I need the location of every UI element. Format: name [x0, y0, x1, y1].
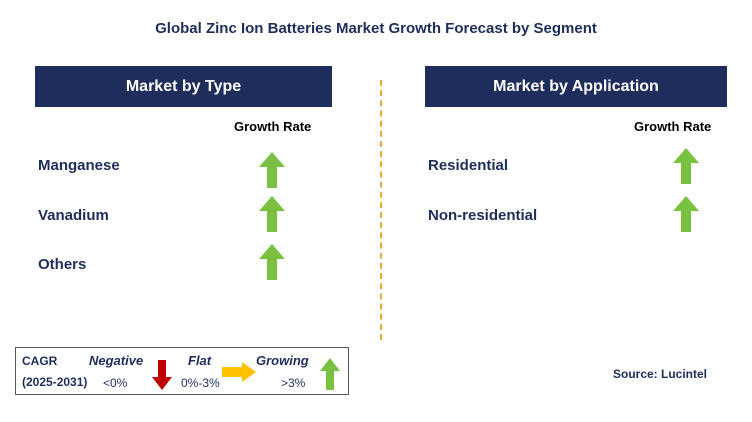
application-growth-rate-label: Growth Rate — [634, 119, 712, 134]
legend-growing-label: Growing — [256, 353, 309, 368]
type-row-label-others: Others — [38, 256, 87, 273]
others-up-arrow-icon — [259, 244, 285, 280]
chart-title: Global Zinc Ion Batteries Market Growth … — [155, 20, 597, 37]
application-row-label-non-residential: Non-residential — [428, 207, 538, 224]
type-growth-rate-label: Growth Rate — [234, 119, 312, 134]
application-row-label-residential: Residential — [428, 157, 509, 174]
growing-up-arrow-icon — [320, 358, 340, 390]
flat-right-arrow-icon — [222, 362, 256, 382]
legend-negative-label: Negative — [89, 353, 144, 368]
type-row-label-manganese: Manganese — [38, 157, 120, 174]
legend-cagr-label: CAGR — [22, 354, 58, 368]
legend-flat-range: 0%-3% — [181, 376, 220, 390]
panel-divider — [380, 80, 382, 340]
market-by-application-header: Market by Application — [425, 66, 727, 107]
legend-negative-range: <0% — [103, 376, 128, 390]
type-row-label-vanadium: Vanadium — [38, 207, 109, 224]
negative-down-arrow-icon — [152, 360, 172, 390]
market-by-type-header: Market by Type — [35, 66, 332, 107]
non-residential-up-arrow-icon — [673, 196, 699, 232]
source-label: Source: Lucintel — [613, 367, 708, 381]
cagr-legend: CAGR (2025-2031) Negative <0% Flat 0%-3%… — [15, 347, 349, 395]
residential-up-arrow-icon — [673, 148, 699, 184]
legend-growing-range: >3% — [281, 376, 306, 390]
manganese-up-arrow-icon — [259, 152, 285, 188]
legend-period-label: (2025-2031) — [22, 375, 88, 389]
legend-flat-label: Flat — [188, 353, 212, 368]
vanadium-up-arrow-icon — [259, 196, 285, 232]
